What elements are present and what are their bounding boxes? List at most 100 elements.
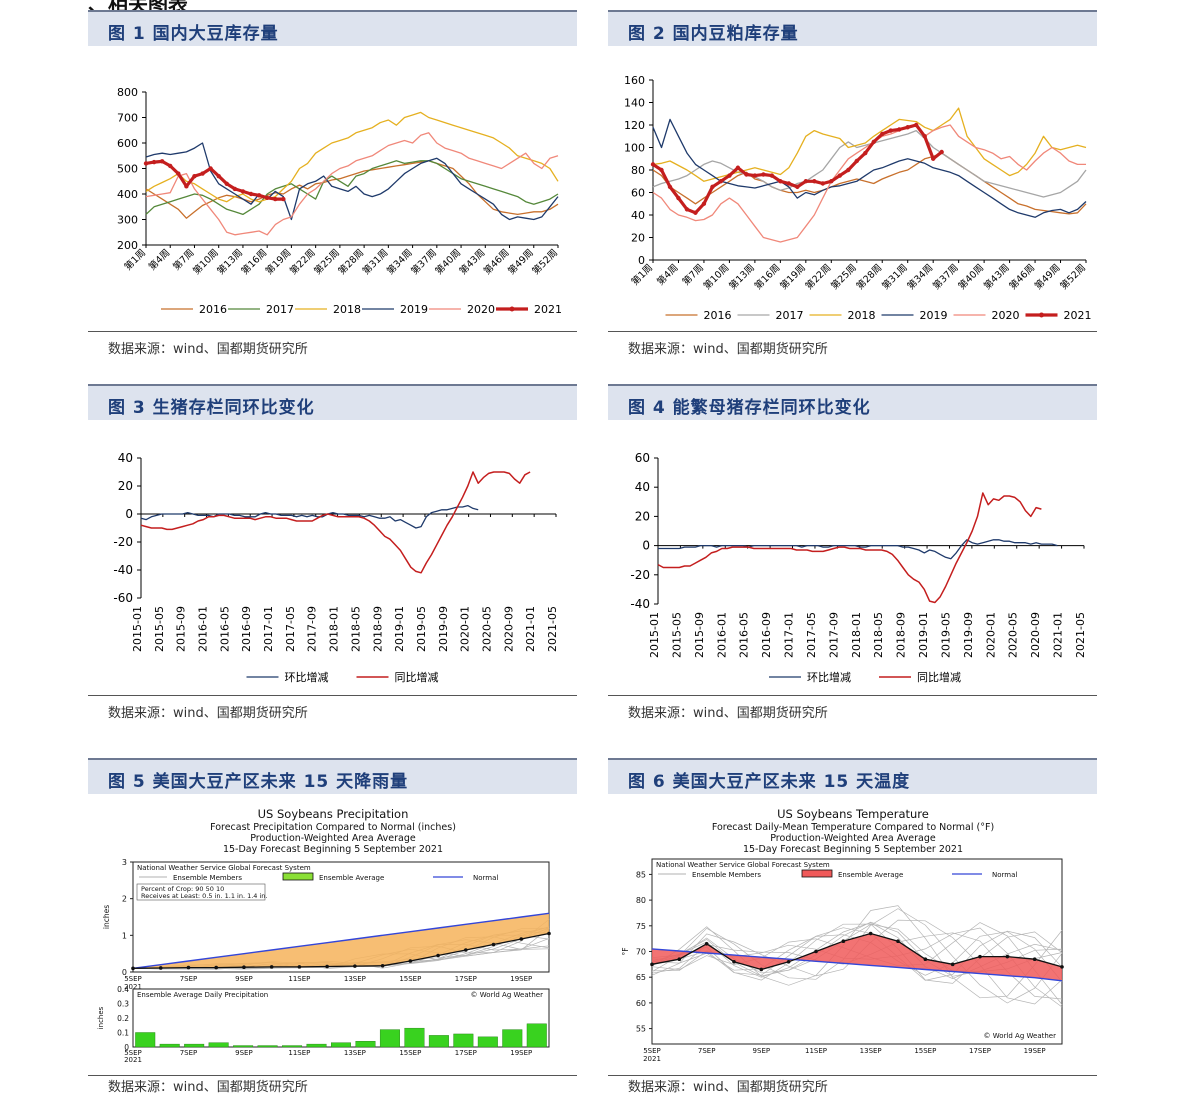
- x-tick-label: 2016-01: [197, 606, 210, 652]
- x-tick-label: 9SEP: [235, 975, 253, 983]
- crop-table-box: [136, 883, 266, 901]
- ensemble-average-point: [978, 954, 982, 959]
- x-tick-label: 2020-01: [459, 606, 472, 652]
- crop-table-row: Percent of Crop: 90 50 10: [141, 885, 224, 893]
- daily-x-tick-label: 7SEP: [180, 1049, 198, 1057]
- series-point-2021: [248, 191, 254, 197]
- x-tick-label: 第19周: [777, 262, 807, 292]
- x-tick-label: 17SEP: [969, 1047, 991, 1055]
- y-tick-label: 700: [117, 112, 138, 125]
- series-point-2021: [837, 173, 842, 178]
- series-point-2021: [710, 184, 715, 190]
- normal-line: [651, 948, 1063, 982]
- x-tick-label: 2021-05: [1074, 612, 1087, 658]
- x-tick-label: 2018-09: [895, 612, 908, 658]
- legend-label: 2017: [776, 309, 804, 322]
- weather-title-line: Production-Weighted Area Average: [250, 833, 416, 844]
- series-point-2021: [693, 210, 698, 215]
- y-tick-label: 0: [122, 968, 127, 977]
- x-tick-label: 2016-09: [760, 612, 773, 658]
- ensemble-average-point: [380, 963, 385, 968]
- figure-title: 图 4 能繁母猪存栏同环比变化: [628, 398, 871, 418]
- x-tick-label: 2017-01: [783, 612, 796, 658]
- figure-2-panel: 图 2 国内豆粕库存量 0 20 40 60 80 100 120 140 160 第1周 第4周第…: [608, 10, 1097, 357]
- series-point-2021: [803, 179, 809, 184]
- daily-precip-bar: [379, 1029, 400, 1048]
- y-tick-label: -40: [630, 597, 650, 611]
- daily-precip-bar: [208, 1042, 229, 1048]
- figure-3-panel: 图 3 生猪存栏同环比变化 -60 -40 -20 0 20 40 2015-01 2015-…: [88, 384, 577, 724]
- series-point-2021: [752, 173, 758, 178]
- ensemble-average-point: [704, 941, 709, 946]
- x-tick-label: 2016-05: [738, 612, 751, 658]
- series-point-2021: [888, 128, 893, 133]
- series-point-2021: [176, 171, 181, 176]
- x-tick-label: 15SEP: [399, 975, 421, 983]
- x-tick-label: 2020-09: [1029, 612, 1042, 658]
- figure-title: 图 3 生猪存栏同环比变化: [108, 398, 315, 418]
- source-note: 数据来源：wind、国都期货研究所: [628, 706, 828, 721]
- series-point-2021: [650, 162, 656, 167]
- y-tick-label: -20: [113, 535, 133, 549]
- figure-title: 图 5 美国大豆产区未来 15 天降雨量: [108, 772, 409, 792]
- series-point-2021: [854, 158, 859, 164]
- series-point-2021: [273, 196, 278, 202]
- ensemble-average-point: [814, 949, 818, 954]
- y-tick-label: 140: [624, 97, 645, 110]
- ensemble-average-point: [732, 959, 736, 964]
- ensemble-average-point: [950, 962, 955, 967]
- x-tick-label: 2020-01: [984, 612, 997, 658]
- series-point-2021: [159, 159, 165, 164]
- legend-label: 2020: [467, 303, 495, 316]
- x-tick-label: 5SEP: [124, 975, 142, 983]
- ensemble-average-point: [923, 957, 928, 962]
- daily-y-axis-label: inches: [97, 1006, 105, 1029]
- legend-average-swatch: [282, 872, 314, 881]
- daily-precip-bar: [184, 1043, 205, 1048]
- series-point-2021: [922, 134, 927, 139]
- y-tick-label: 500: [117, 163, 138, 176]
- y-tick-label: 0: [638, 254, 645, 267]
- y-tick-label: 20: [635, 509, 650, 523]
- x-tick-label: 2016-05: [218, 606, 231, 652]
- legend-normal-label: Normal: [473, 874, 498, 882]
- y-tick-label: 55: [636, 1025, 646, 1034]
- x-tick-label: 第31周: [360, 247, 390, 277]
- y-axis-label: °F: [621, 947, 630, 955]
- ensemble-average-point: [325, 964, 329, 969]
- x-tick-label: 2017-09: [827, 612, 840, 658]
- ensemble-average-point: [1032, 957, 1037, 962]
- legend-label: 2021: [1064, 309, 1092, 322]
- x-tick-label: 第13周: [727, 262, 757, 292]
- series-line-2020: [652, 124, 1086, 243]
- legend-label: 2018: [333, 303, 361, 316]
- anomaly-area: [133, 913, 549, 969]
- legend-label: 环比增减: [807, 670, 851, 684]
- legend-label: 2017: [266, 303, 294, 316]
- x-tick-label: 第46周: [481, 247, 511, 277]
- x-tick-label: 11SEP: [805, 1047, 827, 1055]
- y-tick-label: 600: [117, 137, 138, 150]
- ensemble-average-point: [297, 965, 302, 969]
- x-tick-label: 2015-05: [670, 612, 683, 658]
- sow-inventory-change-chart: -40 -20 0 20 40 60 2015-01 2015-05 2015-09 2016-0…: [630, 451, 1087, 684]
- figure-title-bar: 图 5 美国大豆产区未来 15 天降雨量: [88, 758, 577, 794]
- ensemble-average-point: [841, 939, 846, 944]
- ensemble-average-point: [464, 948, 468, 952]
- normal-line: [132, 912, 550, 969]
- series-point-2021: [744, 172, 749, 177]
- x-tick-label: 第25周: [312, 247, 342, 277]
- series-point-2021: [256, 193, 262, 198]
- x-tick-label: 2016-01: [715, 612, 728, 658]
- ensemble-average-point: [519, 937, 524, 941]
- ensemble-average-point: [650, 962, 654, 967]
- series-point-2021: [264, 195, 270, 201]
- x-tick-label: 第43周: [981, 262, 1011, 292]
- y-tick-label: 0: [125, 507, 133, 521]
- ensemble-average-point: [1060, 965, 1064, 969]
- x-tick-label: 2017-05: [284, 606, 297, 652]
- y-tick-label: 100: [624, 142, 645, 155]
- x-tick-label: 第13周: [215, 247, 245, 277]
- weather-title-line: Production-Weighted Area Average: [770, 833, 936, 844]
- x-tick-label: 19SEP: [510, 975, 532, 983]
